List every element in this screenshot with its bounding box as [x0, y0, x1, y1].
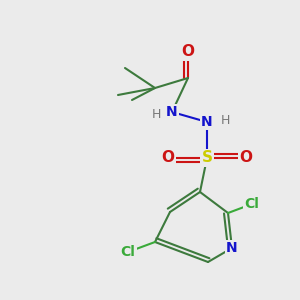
- Text: S: S: [202, 151, 212, 166]
- Text: Cl: Cl: [121, 245, 135, 259]
- Text: Cl: Cl: [244, 197, 260, 211]
- Text: H: H: [220, 113, 230, 127]
- Text: O: O: [182, 44, 194, 59]
- Text: O: O: [161, 151, 175, 166]
- Text: N: N: [226, 241, 238, 255]
- Text: N: N: [166, 105, 178, 119]
- Text: H: H: [151, 107, 161, 121]
- Text: O: O: [239, 151, 253, 166]
- Text: N: N: [201, 115, 213, 129]
